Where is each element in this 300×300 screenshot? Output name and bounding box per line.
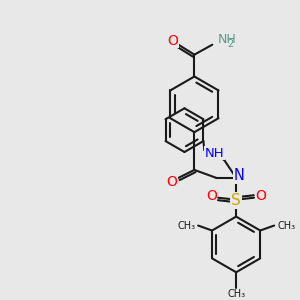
Text: CH₃: CH₃ xyxy=(227,289,245,299)
Text: 2: 2 xyxy=(227,39,233,49)
Text: O: O xyxy=(167,34,178,48)
Text: NH: NH xyxy=(204,146,224,160)
Text: CH₃: CH₃ xyxy=(277,220,295,230)
Text: O: O xyxy=(206,189,217,203)
Text: S: S xyxy=(231,193,241,208)
Text: O: O xyxy=(166,175,177,189)
Text: NH: NH xyxy=(217,33,236,46)
Text: O: O xyxy=(256,189,266,203)
Text: CH₃: CH₃ xyxy=(177,220,195,230)
Text: N: N xyxy=(234,168,244,183)
